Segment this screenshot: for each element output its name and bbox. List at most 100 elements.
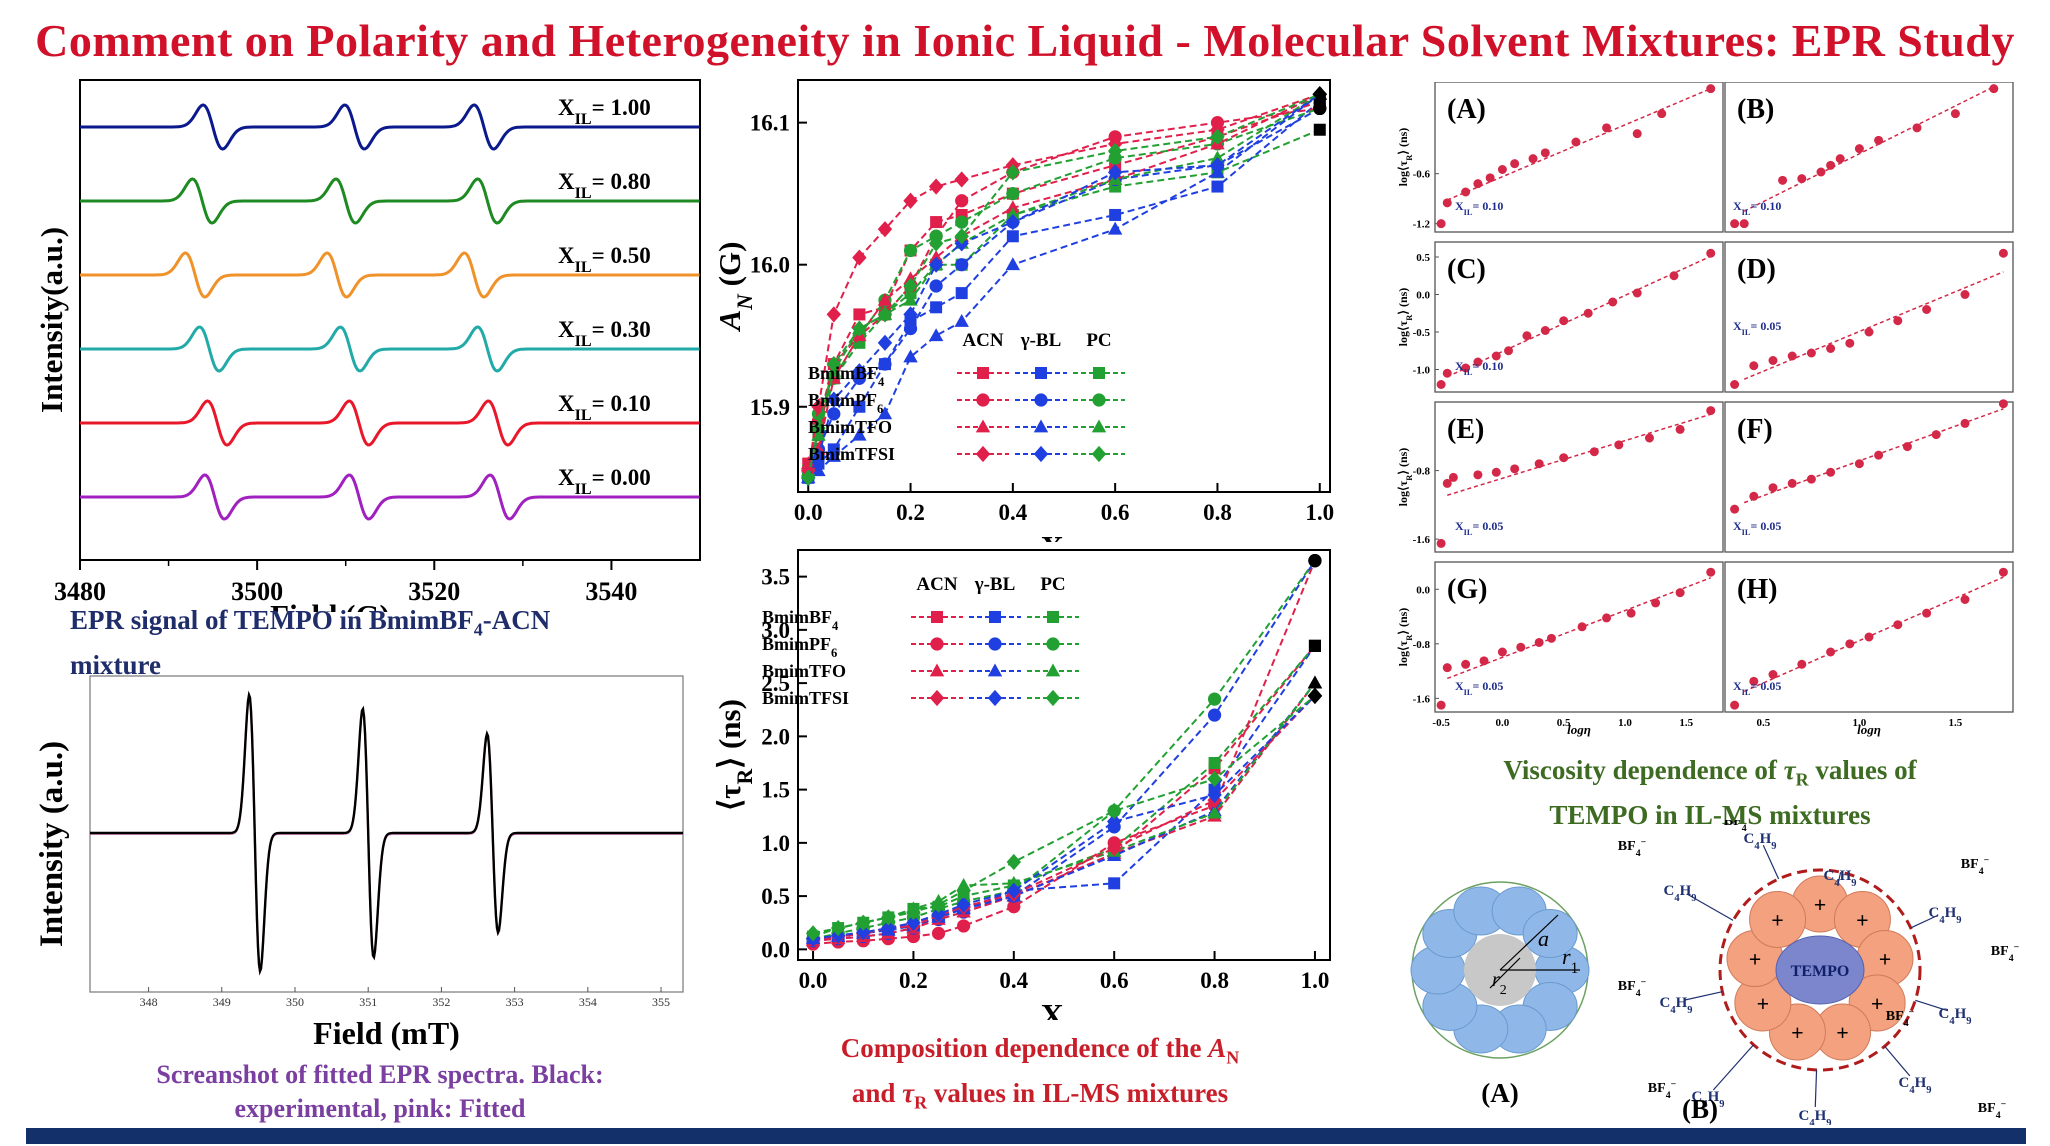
- spectrum-label: XIL= 0.00: [558, 465, 651, 498]
- legend-label: BmimTFO: [762, 661, 846, 681]
- data-point: [811, 419, 826, 437]
- legend-label: BmimPF6: [808, 390, 883, 416]
- y-tick-label: 0.5: [761, 884, 790, 909]
- y-tick-label: 0.0: [1416, 584, 1430, 596]
- series-line: [813, 682, 1316, 942]
- data-point: [1589, 447, 1599, 457]
- fit-line: [1447, 413, 1711, 496]
- data-point: [1461, 659, 1471, 669]
- series-line: [807, 93, 1321, 471]
- data-point: [1730, 700, 1740, 710]
- data-point: [1313, 101, 1327, 116]
- data-point: [1739, 219, 1749, 229]
- data-point: [811, 448, 826, 465]
- y-axis-label: log⟨τR⟩ (ns): [1396, 608, 1414, 667]
- series-line: [812, 682, 1316, 935]
- data-point: [1864, 327, 1874, 337]
- data-point: [1577, 622, 1587, 632]
- data-point: [1534, 637, 1544, 647]
- data-point: [955, 287, 968, 300]
- legend-marker: [929, 689, 945, 707]
- panel-label: (A): [1447, 94, 1486, 125]
- data-point: [1491, 467, 1501, 477]
- x-axis-label: XIL: [1041, 997, 1088, 1020]
- data-point: [1778, 175, 1788, 185]
- legend-marker: [987, 689, 1003, 707]
- y-axis-label: AN (G): [712, 242, 757, 333]
- experimental-curve: [90, 690, 683, 976]
- plot-frame: [797, 549, 1331, 961]
- x-tick-label: 0.5: [1757, 717, 1771, 729]
- viscosity-caption: Viscosity dependence of τR values of TEM…: [1503, 755, 1917, 831]
- panel-frame: [1434, 82, 1724, 233]
- data-point: [1874, 135, 1884, 145]
- legend-marker: [1046, 637, 1060, 651]
- diagram-label: (A): [1481, 1078, 1518, 1108]
- data-point: [1436, 538, 1446, 548]
- x-tick-label: 0.2: [896, 500, 925, 525]
- x-axis-label: logη: [1567, 722, 1591, 737]
- data-point: [1308, 639, 1321, 652]
- data-point: [1998, 399, 2008, 409]
- cation-charge: +: [1749, 947, 1762, 972]
- panel-label: (B): [1737, 94, 1774, 125]
- x-tick-label: 1.0: [1305, 500, 1334, 525]
- data-point: [877, 292, 893, 306]
- data-point: [1826, 467, 1836, 477]
- panel-label: (G): [1447, 574, 1487, 605]
- x-tick-label: 0.6: [1100, 968, 1129, 993]
- data-point: [1313, 123, 1326, 136]
- panel-frame: [1724, 241, 2014, 393]
- data-point: [1442, 198, 1452, 208]
- alkyl-bond: [1712, 1044, 1755, 1091]
- x-tick-label: 0.5: [1557, 717, 1571, 729]
- data-point: [1007, 900, 1021, 914]
- legend-marker: [1035, 367, 1047, 379]
- data-point: [1005, 200, 1021, 214]
- data-point: [1749, 361, 1759, 371]
- data-point: [1436, 700, 1446, 710]
- x-tick-label: 352: [432, 995, 450, 1009]
- alkyl-bond: [1837, 872, 1842, 883]
- data-point: [903, 306, 918, 323]
- fit-line: [1743, 408, 2004, 504]
- data-point: [1540, 148, 1550, 158]
- data-point: [1730, 504, 1740, 514]
- y-tick-label: 1.5: [761, 778, 790, 803]
- data-point: [1207, 786, 1222, 804]
- data-point: [830, 919, 846, 937]
- data-point: [1669, 271, 1679, 281]
- panel-note: XIL= 0.05: [1455, 519, 1503, 537]
- data-point: [1491, 351, 1501, 361]
- legend-marker: [987, 663, 1003, 677]
- y-tick-label: 0.5: [1416, 252, 1430, 264]
- data-point: [1442, 663, 1452, 673]
- data-point: [906, 903, 921, 921]
- data-point: [1989, 84, 1999, 94]
- x-tick-label: 1.5: [1949, 717, 1963, 729]
- series-line: [813, 682, 1316, 940]
- anion: BF4−: [1618, 977, 1647, 999]
- data-point: [1207, 770, 1222, 788]
- alkyl-chain: C4H9: [1691, 1089, 1724, 1110]
- data-point: [1307, 687, 1323, 704]
- data-point: [1207, 692, 1222, 706]
- anion: BF4−: [1724, 820, 1753, 834]
- data-point: [1534, 459, 1544, 469]
- spectrum-label: XIL= 0.50: [558, 243, 651, 276]
- data-point: [1107, 221, 1123, 235]
- series-line: [807, 93, 1321, 479]
- data-point: [1706, 84, 1716, 94]
- data-point: [903, 322, 918, 336]
- data-point: [1510, 464, 1520, 474]
- data-point: [826, 448, 842, 462]
- fit-line: [1743, 576, 2004, 693]
- y-axis-label: Intensity (a.u.): [34, 741, 70, 947]
- x-tick-label: 3500: [231, 577, 283, 606]
- series-line: [807, 107, 1321, 479]
- alkyl-bond: [1686, 893, 1734, 921]
- hyperfine-coupling-chart: 0.0 0.2 0.4 0.6 0.8 1.0 15.9 16.0 16.1 XIL AN (G) A…: [712, 79, 1334, 542]
- data-point: [1768, 356, 1778, 365]
- panel-frame: [1724, 561, 2014, 713]
- x-tick-label: 350: [286, 995, 304, 1009]
